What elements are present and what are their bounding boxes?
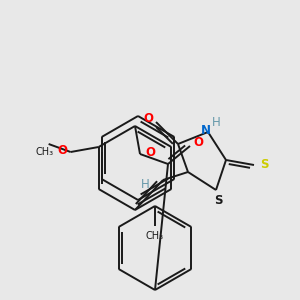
Text: H: H bbox=[141, 178, 149, 191]
Text: CH₃: CH₃ bbox=[146, 231, 164, 241]
Text: N: N bbox=[201, 124, 211, 137]
Text: O: O bbox=[145, 146, 155, 158]
Text: O: O bbox=[193, 136, 203, 148]
Text: S: S bbox=[214, 194, 222, 206]
Text: CH₃: CH₃ bbox=[36, 147, 54, 157]
Text: S: S bbox=[260, 158, 268, 172]
Text: O: O bbox=[58, 145, 68, 158]
Text: O: O bbox=[143, 112, 153, 124]
Text: H: H bbox=[212, 116, 220, 128]
